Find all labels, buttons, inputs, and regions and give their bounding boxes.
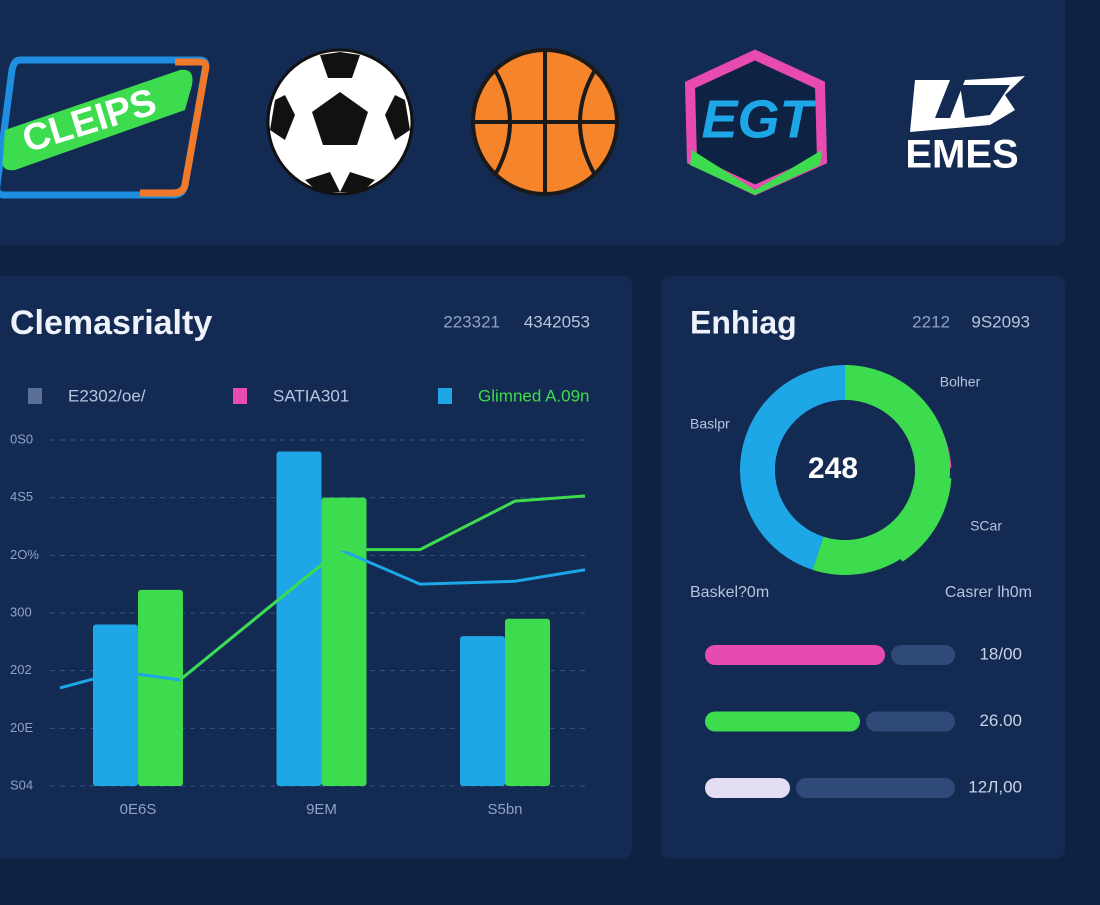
bar [93,624,138,786]
progress-label: 26.00 [979,711,1022,730]
bar [505,618,550,786]
progress-track [891,645,955,665]
progress-bar [705,645,885,665]
progress-track [796,778,955,798]
bar [460,636,505,786]
donut-segment [739,365,845,570]
y-tick-label: 300 [10,604,32,619]
donut-label: Bolher [940,374,981,390]
y-tick-label: 4S5 [10,489,33,504]
panel-meta: 223321 [443,312,500,331]
bar [276,451,322,786]
panel-title: Enhiag [690,304,797,340]
logo-text: EGT [701,89,816,149]
legend-swatch [438,388,452,404]
sublabel: Casrer lh0m [945,584,1032,601]
progress-label: 18/00 [979,644,1022,663]
panel-meta: 9S2093 [971,312,1030,331]
y-tick-label: 202 [10,662,32,677]
panel-title: Clemasrialty [10,304,212,342]
panel-meta: 4342053 [524,312,590,331]
legend-swatch [233,388,247,404]
legend-label: Glimned A.09n [478,386,590,405]
logo-emes: EMES [905,76,1025,177]
y-tick-label: 20E [10,720,33,735]
donut-segment [812,365,950,575]
legend-label: SATIA301 [273,386,349,405]
bar [321,497,367,786]
x-tick-label: S5bn [487,801,522,818]
logo-egt: EGT [684,49,828,196]
logo-text: EMES [905,133,1018,177]
soccer-ball [266,48,414,196]
progress-track [866,711,955,732]
donut-label: SCar [970,518,1002,534]
basketball [471,48,619,196]
progress-label: 12Л,00 [968,777,1022,796]
donut-center: 248 [808,452,858,485]
legend-label: E2302/oe/ [68,386,146,405]
panel-meta: 2212 [912,312,950,331]
plot: S04 20E 202 300 2O% 4S5 0S0 E2302/oe/SATIA301 Gl… [10,365,1032,818]
sublabel: Baskel?0m [690,584,769,601]
x-tick-label: 0E6S [120,801,157,818]
y-tick-label: S04 [10,777,33,792]
progress-bar [705,711,860,732]
legend-swatch [28,388,42,404]
x-tick-label: 9EM [306,801,337,818]
donut-hole [775,400,915,540]
y-tick-label: 2O% [10,547,39,562]
bar [138,589,183,786]
line [179,494,586,682]
y-tick-label: 0S0 [10,431,33,446]
donut-label: Baslpr [690,416,730,432]
progress-bar [705,778,790,798]
